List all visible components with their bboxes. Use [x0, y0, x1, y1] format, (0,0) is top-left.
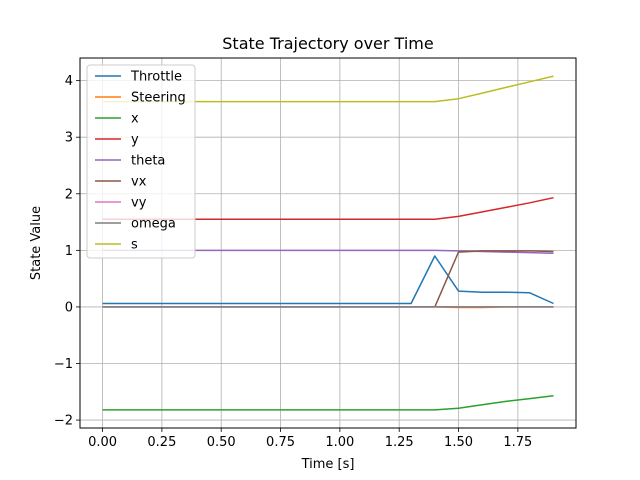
legend-label: theta	[131, 154, 165, 169]
series-line-x	[102, 395, 554, 411]
legend-box	[86, 64, 196, 259]
x-tick-label: 1.75	[503, 435, 532, 450]
x-tick-label: 1.25	[385, 435, 414, 450]
legend-label: vy	[131, 196, 147, 211]
y-tick-label: −2	[54, 414, 73, 429]
x-tick-label: 0.50	[207, 435, 236, 450]
legend-label: y	[131, 133, 139, 148]
x-tick-label: 0.00	[88, 435, 117, 450]
x-tick-label: 0.25	[147, 435, 176, 450]
x-tick-label: 1.50	[444, 435, 473, 450]
y-tick-label: 4	[65, 74, 73, 89]
y-axis-label: State Value	[29, 206, 44, 280]
chart-title: State Trajectory over Time	[222, 34, 433, 53]
x-tick-label: 0.75	[266, 435, 295, 450]
legend: Throttle Steering xy theta vx vy omega s	[86, 64, 196, 259]
y-axis-ticks: −2 −1 0 1 2 3 4	[54, 74, 80, 429]
y-tick-label: 0	[65, 300, 73, 315]
legend-label: vx	[131, 175, 147, 190]
legend-label: x	[131, 112, 139, 127]
y-tick-label: 3	[65, 131, 73, 146]
y-tick-label: 1	[65, 244, 73, 259]
legend-label: Steering	[131, 91, 186, 106]
y-tick-label: 2	[65, 187, 73, 202]
series-line-throttle	[102, 255, 554, 305]
legend-label: Throttle	[130, 70, 182, 85]
legend-label: s	[131, 238, 138, 253]
x-axis-label: Time [s]	[301, 457, 355, 472]
x-axis-ticks: 0.00 0.25 0.50 0.75 1.00 1.25 1.50 1.75	[88, 428, 532, 450]
plot-frame	[79, 57, 577, 429]
y-tick-label: −1	[54, 357, 73, 372]
legend-label: omega	[131, 217, 176, 232]
x-tick-label: 1.00	[325, 435, 354, 450]
